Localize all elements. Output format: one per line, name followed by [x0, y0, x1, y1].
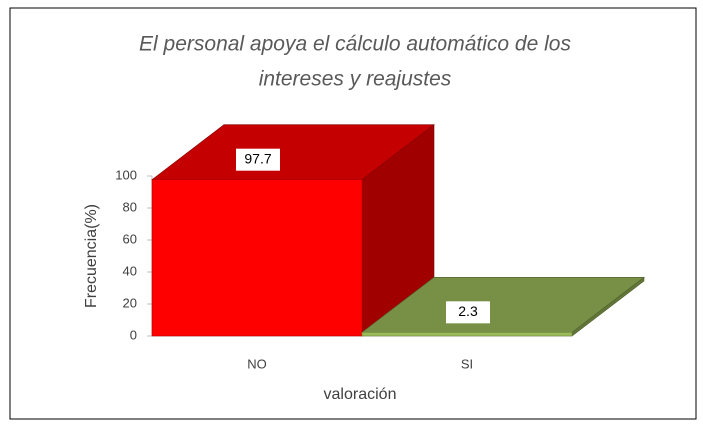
chart-title: El personal apoya el cálculo automático … — [139, 33, 571, 56]
x-tick-label: NO — [247, 356, 267, 371]
y-tick-label: 80 — [123, 199, 137, 214]
value-label-box — [236, 148, 280, 171]
y-tick-label: 100 — [115, 167, 137, 182]
x-tick-label: SI — [461, 356, 473, 371]
value-label-box — [446, 301, 490, 324]
x-axis-title: valoración — [324, 386, 397, 403]
y-axis-title: Frecuencia(%) — [83, 204, 100, 308]
y-tick-label: 20 — [123, 295, 137, 310]
y-tick-label: 40 — [123, 263, 137, 278]
y-tick-label: 0 — [130, 327, 137, 342]
bar — [361, 332, 573, 337]
chart-title: intereses y reajustes — [259, 68, 452, 91]
y-tick-label: 60 — [123, 231, 137, 246]
value-label: 97.7 — [244, 150, 271, 166]
value-label: 2.3 — [458, 303, 478, 319]
bar — [151, 179, 363, 337]
